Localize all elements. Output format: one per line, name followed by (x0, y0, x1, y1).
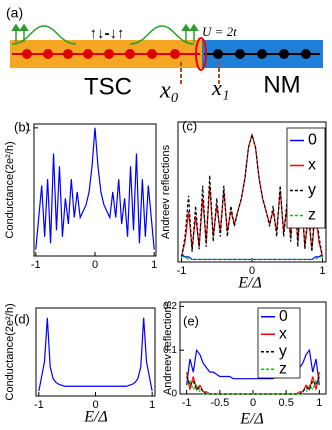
legend-label: 0 (279, 308, 288, 325)
interaction-label: U = 2t (202, 24, 237, 39)
plot-frame (35, 307, 156, 397)
x1-label: x₁ (211, 75, 229, 100)
x-tick-label: 0.5 (279, 397, 294, 409)
y-axis-label: Andreev reflections (160, 144, 172, 239)
chart-panel: -1 0 11(b)Conductance(2e²/h) (4, 119, 157, 270)
x0-label: x₀ (159, 78, 179, 104)
y-tick-label: 0 (171, 389, 177, 400)
spin-arrows (11, 23, 199, 42)
y-tick-label: 0.2 (163, 301, 177, 312)
panel-label: (c) (182, 118, 197, 133)
x-tick-label: -1 (34, 399, 44, 411)
panel-label: (a) (6, 5, 23, 21)
legend-label: z (308, 207, 316, 224)
x-tick-label: 0 (92, 399, 98, 411)
chart-panel: -1 -0.5 0 0.5 1 0 0.1 0.2 (e) Andreev reflections… (162, 300, 327, 428)
nm-sites (213, 49, 311, 59)
legend-label: z (279, 360, 287, 377)
x-tick-label: -1 (31, 259, 41, 271)
x-tick-label: -1 (182, 397, 192, 409)
y-tick-label: 1 (25, 122, 31, 133)
x-axis-label: E/Δ (237, 275, 262, 292)
x-tick-label: 0 (92, 259, 98, 271)
spin-label: ↑↓-↓↑ (90, 25, 125, 42)
x-axis-label: E/Δ (239, 411, 264, 428)
series-line (35, 127, 155, 250)
series-line (38, 317, 153, 392)
x-tick-label: 1 (151, 259, 157, 271)
x-tick-label: 1 (149, 399, 155, 411)
edge-state-right (129, 25, 195, 45)
y-axis-label: Conductance(2e²/h) (4, 303, 16, 400)
interface (195, 37, 207, 71)
x-tick-label: -1 (177, 265, 187, 277)
x-axis-label: E/Δ (83, 409, 108, 426)
x-tick-label: -0.5 (210, 397, 229, 409)
y-axis-label: Andreev reflections (162, 300, 174, 395)
tsc-sites (22, 49, 180, 59)
series-line (186, 379, 320, 395)
x-tick-label: 1 (316, 397, 322, 409)
nm-label: NM (263, 71, 300, 98)
legend-label: x (308, 157, 316, 174)
legend-label: 0 (308, 132, 317, 149)
legend-box (257, 307, 301, 379)
panel-label: (e) (183, 313, 199, 328)
y-tick-label: 0.1 (163, 345, 177, 356)
legend-label: y (308, 182, 316, 199)
x-tick-label: 1 (319, 265, 325, 277)
x-tick-label: 0 (249, 265, 255, 277)
x-tick-label: 0 (250, 397, 256, 409)
legend-box (286, 127, 326, 229)
tsc-label: TSC (84, 73, 132, 100)
series-line (181, 256, 323, 261)
y-axis-label: Conductance(2e²/h) (4, 141, 16, 238)
panel-a: (a) U = 2t ↑↓-↓↑ TSC NM x₀ x₁ (6, 5, 323, 104)
legend-label: x (279, 325, 287, 342)
panel-label: (d) (14, 311, 30, 326)
plot-frame (179, 301, 327, 395)
chart-panel: -1 0 1 (d)Conductance(2e²/h) E/Δ (4, 303, 156, 426)
legend-label: y (279, 343, 287, 360)
panel-label: (b) (14, 119, 30, 134)
